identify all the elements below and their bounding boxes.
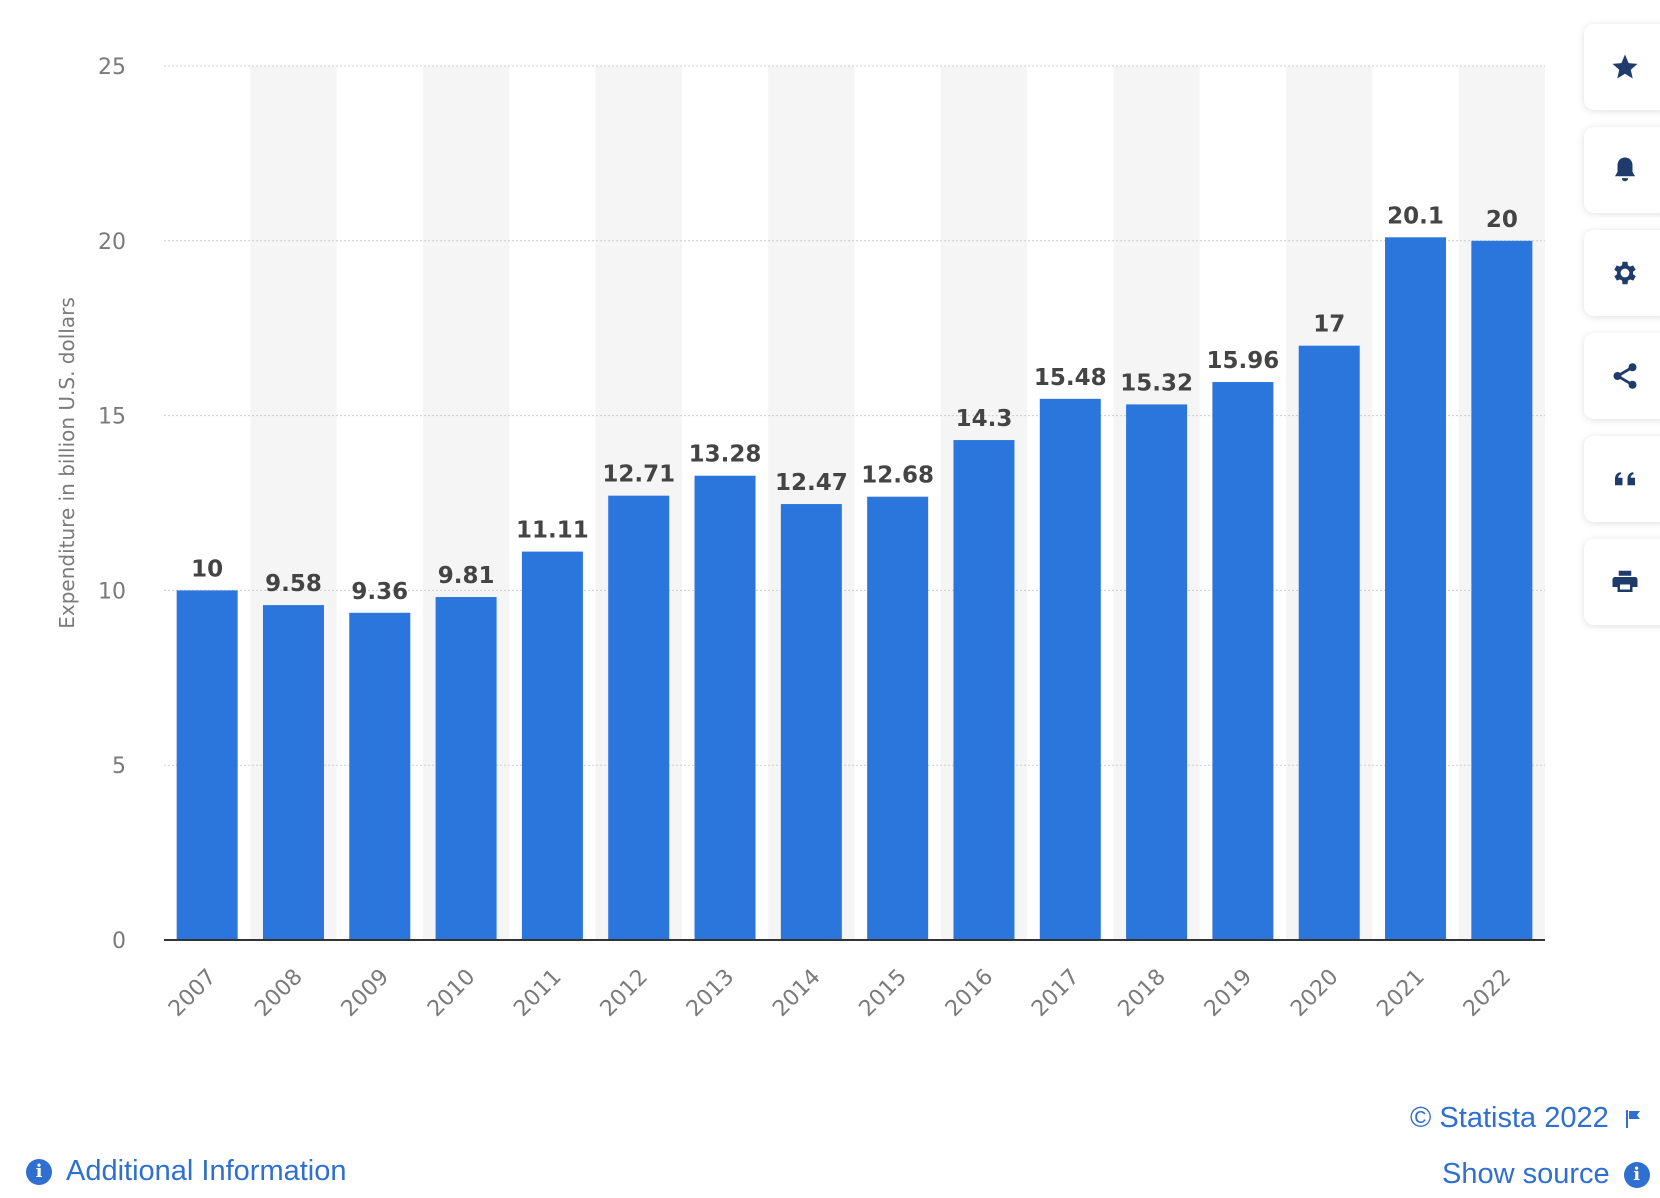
print-icon (1612, 570, 1638, 592)
bar[interactable] (262, 605, 324, 940)
y-axis-title: Expenditure in billion U.S. dollars (55, 297, 79, 629)
info-icon: i (26, 1158, 52, 1185)
show-source-text: Show source (1442, 1158, 1610, 1190)
bar-value-label: 10 (191, 556, 223, 582)
bar-value-label: 11.11 (516, 518, 589, 544)
star-icon (1612, 54, 1638, 79)
bar-value-label: 12.47 (775, 470, 848, 496)
bar[interactable] (1298, 345, 1360, 940)
bars (176, 237, 1533, 941)
bar-value-label: 9.81 (438, 563, 495, 589)
y-tick-label: 0 (112, 929, 126, 954)
bar-value-label: 15.96 (1207, 348, 1280, 374)
bar[interactable] (1126, 404, 1188, 940)
x-tick-label: 2012 (596, 965, 653, 1022)
bar-value-label: 13.28 (689, 442, 762, 468)
bar-value-label: 9.58 (265, 571, 322, 597)
x-tick-label: 2016 (941, 965, 998, 1022)
gear-icon (1614, 261, 1636, 285)
bar-value-label: 17 (1313, 312, 1345, 338)
bar[interactable] (953, 440, 1015, 940)
x-tick-label: 2021 (1372, 965, 1429, 1022)
copyright-text: © Statista 2022 (1410, 1102, 1609, 1134)
y-tick-label: 15 (98, 405, 126, 430)
x-axis-ticks: 2007 2008 2009 2010 2011 2012 2013 2014 2015 2016… (164, 965, 1516, 1022)
quote-icon (1615, 472, 1635, 486)
y-tick-label: 25 (98, 55, 126, 80)
settings-button[interactable] (1584, 230, 1660, 316)
y-axis-ticks: 0 5 10 15 20 25 (98, 55, 126, 954)
bar-value-label: 15.32 (1120, 370, 1193, 396)
info-icon: i (1623, 1161, 1650, 1188)
value-labels: 10 9.58 9.36 9.81 11.11 12.71 13.28 12.47 12.68 1… (191, 203, 1518, 604)
x-tick-label: 2022 (1459, 965, 1516, 1022)
share-icon (1613, 363, 1637, 389)
x-tick-label: 2009 (337, 965, 394, 1022)
bar-value-label: 20.1 (1387, 203, 1444, 229)
cite-button[interactable] (1584, 436, 1660, 522)
x-tick-label: 2013 (682, 965, 739, 1022)
x-tick-label: 2017 (1027, 965, 1084, 1022)
x-tick-label: 2019 (1200, 965, 1257, 1022)
bar[interactable] (780, 504, 842, 940)
additional-information-text: Additional Information (66, 1155, 347, 1187)
bar-value-label: 9.36 (351, 579, 408, 605)
bar-value-label: 12.71 (602, 462, 675, 488)
x-tick-label: 2011 (509, 965, 566, 1022)
share-button[interactable] (1584, 333, 1660, 419)
bar[interactable] (1039, 398, 1101, 940)
print-button[interactable] (1584, 539, 1660, 625)
bell-icon (1615, 157, 1635, 182)
bar-value-label: 14.3 (956, 406, 1013, 432)
show-source-link[interactable]: Show source i (1442, 1158, 1650, 1191)
y-tick-label: 20 (98, 230, 126, 255)
x-tick-label: 2008 (250, 965, 307, 1022)
bar[interactable] (694, 475, 756, 940)
x-tick-label: 2010 (423, 965, 480, 1022)
bar[interactable] (435, 597, 497, 940)
bar[interactable] (176, 590, 238, 940)
favorite-button[interactable] (1584, 24, 1660, 110)
x-tick-label: 2015 (855, 965, 912, 1022)
x-tick-label: 2007 (164, 965, 221, 1022)
notification-button[interactable] (1584, 127, 1660, 213)
bar[interactable] (1212, 382, 1274, 940)
bar-value-label: 15.48 (1034, 365, 1107, 391)
bar-value-label: 12.68 (861, 463, 934, 489)
flag-icon (1625, 1109, 1640, 1128)
x-tick-label: 2020 (1286, 965, 1343, 1022)
bar[interactable] (608, 495, 670, 940)
statista-copyright-link[interactable]: © Statista 2022 (1410, 1102, 1645, 1135)
y-tick-label: 5 (112, 754, 126, 779)
bar[interactable] (349, 612, 411, 940)
additional-information-link[interactable]: i Additional Information (26, 1155, 347, 1188)
x-tick-label: 2014 (768, 965, 825, 1022)
bar[interactable] (867, 496, 929, 940)
bar-value-label: 20 (1486, 207, 1518, 233)
x-tick-label: 2018 (1114, 965, 1171, 1022)
bar[interactable] (1385, 237, 1447, 940)
y-tick-label: 10 (98, 579, 126, 604)
bar[interactable] (521, 551, 583, 940)
bar[interactable] (1471, 240, 1533, 941)
